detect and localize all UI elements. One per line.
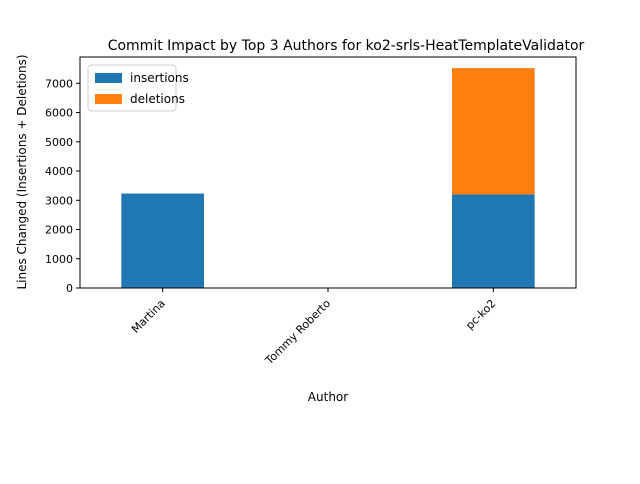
legend-swatch-insertions — [95, 73, 122, 83]
y-tick-label: 6000 — [45, 107, 73, 120]
legend-label-deletions: deletions — [130, 92, 185, 106]
bar-deletions — [452, 68, 535, 195]
y-axis-label: Lines Changed (Insertions + Deletions) — [15, 54, 29, 289]
y-tick-label: 1000 — [45, 253, 73, 266]
bars-group — [121, 68, 535, 288]
bar-insertions — [452, 194, 535, 288]
x-axis-label: Author — [308, 390, 348, 404]
y-axis: 0 1000 2000 3000 4000 5000 6000 7000 — [45, 77, 80, 295]
legend-swatch-deletions — [95, 94, 122, 104]
legend: insertions deletions — [87, 64, 189, 112]
chart-title: Commit Impact by Top 3 Authors for ko2-s… — [108, 38, 585, 54]
y-tick-label: 5000 — [45, 136, 73, 149]
plot-frame — [79, 56, 577, 289]
y-tick-label: 3000 — [45, 194, 73, 207]
y-tick-label: 2000 — [45, 224, 73, 237]
y-tick-label: 4000 — [45, 165, 73, 178]
y-tick-label: 0 — [66, 282, 73, 295]
y-tick-label: 7000 — [45, 77, 73, 90]
legend-label-insertions: insertions — [130, 71, 189, 85]
bar-insertions — [121, 193, 204, 288]
